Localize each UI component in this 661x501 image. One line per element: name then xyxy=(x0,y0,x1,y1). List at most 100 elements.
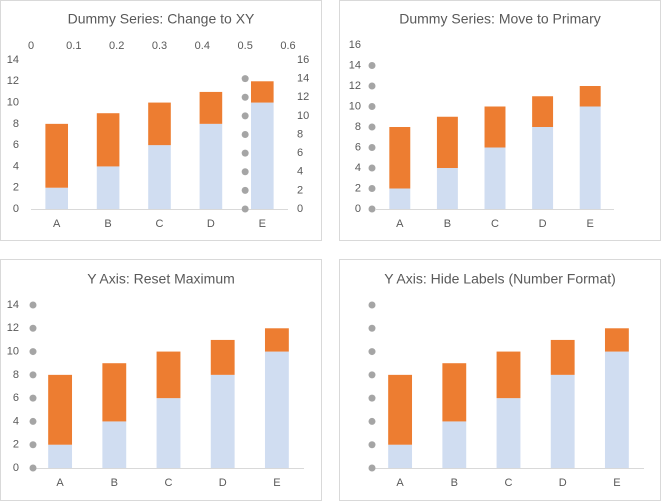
bar-segment xyxy=(96,113,120,167)
dummy-point xyxy=(29,324,37,332)
dummy-point xyxy=(29,394,37,402)
y-tick-label: 10 xyxy=(349,100,361,112)
dummy-point xyxy=(368,348,376,356)
chart-title: Dummy Series: Change to XY xyxy=(68,11,255,27)
y-tick-label: 8 xyxy=(13,369,19,381)
bar-segment xyxy=(48,374,73,445)
y-tick-label: 10 xyxy=(7,345,19,357)
dummy-point xyxy=(368,62,376,69)
x2-tick-label: 0.2 xyxy=(109,40,124,52)
dummy-point xyxy=(241,168,249,176)
y-tick-label: 16 xyxy=(349,39,361,51)
y-tick-label: 8 xyxy=(355,121,361,133)
bar-segment xyxy=(199,123,223,209)
dummy-point xyxy=(29,464,37,472)
dummy-point xyxy=(241,131,249,138)
bar-segment xyxy=(484,147,506,209)
bar-segment xyxy=(210,339,235,375)
bar-segment xyxy=(156,351,181,399)
bar-segment xyxy=(96,166,120,209)
bar-segment xyxy=(550,374,575,468)
x2-tick-label: 0.6 xyxy=(280,40,295,52)
y-tick-label: 2 xyxy=(355,182,361,194)
x-tick-label: D xyxy=(559,477,567,489)
dummy-point xyxy=(368,164,376,172)
bar-segment xyxy=(210,374,235,468)
dummy-point xyxy=(241,205,249,213)
x-tick-label: E xyxy=(259,218,266,230)
bar-segment xyxy=(102,421,127,468)
dummy-point xyxy=(29,348,37,356)
bar-segment xyxy=(148,102,171,146)
y-tick-label: 4 xyxy=(13,415,19,427)
y2-tick-label: 16 xyxy=(297,54,309,66)
bar-segment xyxy=(604,351,629,468)
bar-segment xyxy=(45,187,69,209)
dummy-point xyxy=(368,417,376,425)
dummy-point xyxy=(241,149,249,157)
y-tick-label: 4 xyxy=(355,162,361,174)
x-tick-label: E xyxy=(273,477,280,489)
bar-segment xyxy=(579,106,601,209)
y-tick-label: 12 xyxy=(7,322,19,334)
bar-segment xyxy=(264,351,289,468)
bar-segment xyxy=(148,145,171,209)
y-tick-label: 8 xyxy=(13,118,19,130)
y-tick-label: 6 xyxy=(13,392,19,404)
x-tick-label: C xyxy=(165,477,173,489)
bar-segment xyxy=(604,328,629,352)
bar-segment xyxy=(250,102,274,209)
chart-title: Dummy Series: Move to Primary xyxy=(399,11,600,27)
x-tick-label: D xyxy=(219,477,227,489)
x2-tick-label: 0.5 xyxy=(238,40,253,52)
dummy-point xyxy=(29,417,37,425)
y2-tick-label: 2 xyxy=(297,184,303,196)
y-tick-label: 12 xyxy=(349,80,361,92)
x-tick-label: B xyxy=(111,477,118,489)
dummy-point xyxy=(368,205,376,213)
bar-segment xyxy=(436,168,458,209)
bar-segment xyxy=(264,328,289,352)
dummy-point xyxy=(368,82,376,90)
x-tick-label: B xyxy=(444,218,451,230)
bar-segment xyxy=(389,127,411,189)
bar-segment xyxy=(484,106,506,148)
dummy-point xyxy=(368,464,376,472)
y-tick-label: 0 xyxy=(355,203,361,215)
y-tick-label: 4 xyxy=(13,160,19,172)
y-tick-label: 12 xyxy=(7,75,19,87)
bar-segment xyxy=(496,398,521,468)
y2-tick-label: 12 xyxy=(297,91,309,103)
bar-segment xyxy=(496,351,521,399)
dummy-point xyxy=(29,441,37,449)
y2-tick-label: 0 xyxy=(297,203,303,215)
bar-segment xyxy=(250,81,274,103)
y-tick-label: 14 xyxy=(7,299,19,311)
x-tick-label: A xyxy=(396,477,404,489)
dummy-point xyxy=(368,301,376,309)
dummy-point xyxy=(368,123,376,131)
bar-segment xyxy=(102,363,127,422)
bar-segment xyxy=(532,127,554,209)
bar-segment xyxy=(388,444,413,468)
dummy-point xyxy=(241,112,249,120)
dummy-point xyxy=(29,371,37,379)
bar-segment xyxy=(199,91,223,124)
dummy-point xyxy=(241,93,249,101)
x-tick-label: A xyxy=(53,218,61,230)
dummy-point xyxy=(29,301,37,309)
y-tick-label: 14 xyxy=(7,54,19,66)
bar-segment xyxy=(389,188,411,209)
y-tick-label: 6 xyxy=(355,141,361,153)
dummy-point xyxy=(368,185,376,192)
bar-segment xyxy=(436,116,458,168)
bar-segment xyxy=(45,123,69,188)
chart-title: Y Axis: Reset Maximum xyxy=(87,271,235,287)
dummy-point xyxy=(368,441,376,449)
x-tick-label: D xyxy=(539,218,547,230)
y-tick-label: 10 xyxy=(7,96,19,108)
x-tick-label: D xyxy=(207,218,215,230)
y2-tick-label: 6 xyxy=(297,147,303,159)
chart-title: Y Axis: Hide Labels (Number Format) xyxy=(384,271,616,287)
